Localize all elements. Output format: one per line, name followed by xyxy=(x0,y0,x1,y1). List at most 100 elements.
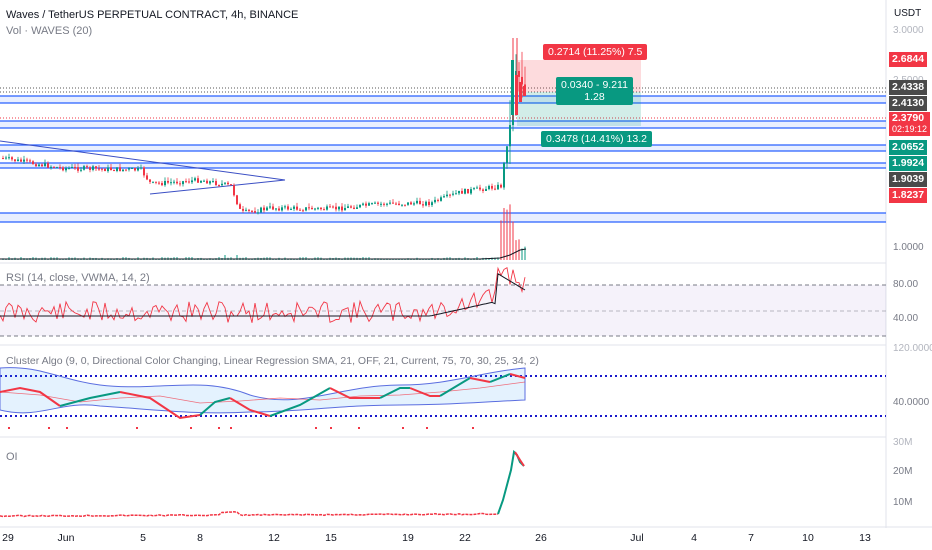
candle xyxy=(254,211,256,213)
volume-bar xyxy=(524,246,526,260)
volume-bar xyxy=(494,257,496,260)
cluster-dot xyxy=(190,427,192,429)
candle xyxy=(473,188,475,190)
candle xyxy=(155,181,157,183)
currency-label[interactable]: USDT xyxy=(894,8,922,19)
candle xyxy=(458,190,460,194)
candle xyxy=(407,202,409,205)
position-entry-line2: 1.28 xyxy=(584,91,605,103)
candle xyxy=(308,207,310,209)
candle xyxy=(284,206,286,208)
candle xyxy=(140,167,142,169)
candle xyxy=(233,185,235,196)
candle xyxy=(317,207,319,209)
candle xyxy=(65,168,67,171)
x-label-7: 22 xyxy=(459,532,471,544)
sr-zone-0 xyxy=(0,96,886,103)
cluster-dot xyxy=(358,427,360,429)
volume-bar xyxy=(506,209,508,260)
cluster-dot xyxy=(66,427,68,429)
x-label-11: 7 xyxy=(748,532,754,544)
candle xyxy=(47,163,49,168)
candle xyxy=(449,194,451,196)
price-badge-current: 2.3790 02:19:12 xyxy=(889,112,931,136)
oi-axis-top: 30M xyxy=(893,437,913,448)
position-entry-label[interactable]: 0.0340 - 9.211 1.28 xyxy=(556,77,633,105)
candle xyxy=(26,159,28,161)
x-label-13: 13 xyxy=(859,532,871,544)
candle xyxy=(296,206,298,210)
position-target-label[interactable]: 0.2714 (11.25%) 7.5 xyxy=(543,44,648,60)
candle xyxy=(500,184,502,188)
candle xyxy=(50,166,52,168)
rsi-indicator-label[interactable]: RSI (14, close, VWMA, 14, 2) xyxy=(6,272,150,284)
candle xyxy=(11,157,13,160)
candle xyxy=(206,180,208,184)
candle xyxy=(437,199,439,201)
candle xyxy=(272,206,274,210)
x-label-0: 29 xyxy=(2,532,14,544)
position-stop-label[interactable]: 0.3478 (14.41%) 13.2 xyxy=(541,131,652,147)
candle xyxy=(92,166,94,170)
cluster-band xyxy=(0,367,526,414)
candle xyxy=(203,180,205,182)
x-label-1: Jun xyxy=(57,532,75,544)
candle xyxy=(326,206,328,210)
trendline-upper xyxy=(0,140,286,181)
candle xyxy=(257,212,259,214)
cluster-dot xyxy=(8,427,10,429)
candle xyxy=(113,170,115,172)
cluster-axis-upper: 120.0000 xyxy=(893,343,932,354)
spike-candle xyxy=(519,82,522,102)
candle xyxy=(161,183,163,186)
candle xyxy=(167,180,169,183)
candle xyxy=(467,188,469,194)
candle xyxy=(128,168,130,170)
volume-bar xyxy=(500,220,502,260)
cluster-signal xyxy=(439,377,471,397)
x-label-8: 26 xyxy=(535,532,547,544)
price-badge-zone-4: 1.8237 xyxy=(889,188,928,203)
candle xyxy=(152,181,154,183)
rsi-axis-lower: 40.00 xyxy=(893,313,919,324)
candle xyxy=(305,207,307,211)
price-badge-zone-top: 2.4130 xyxy=(889,96,928,111)
candle xyxy=(416,200,418,204)
candle xyxy=(200,180,202,183)
cluster-dot xyxy=(230,427,232,429)
volume-indicator-label[interactable]: Vol · WAVES (20) xyxy=(6,25,93,37)
spike-candle xyxy=(523,86,526,96)
symbol-title[interactable]: Waves / TetherUS PERPETUAL CONTRACT, 4h,… xyxy=(6,9,299,21)
cluster-dot xyxy=(315,427,317,429)
candle xyxy=(107,167,109,172)
candle xyxy=(341,206,343,211)
candle xyxy=(104,168,106,172)
spike-candle xyxy=(511,60,514,115)
volume-bar xyxy=(236,255,238,260)
candle xyxy=(269,206,271,208)
candle xyxy=(143,167,145,176)
cluster-indicator-label[interactable]: Cluster Algo (9, 0, Directional Color Ch… xyxy=(6,355,539,367)
candle xyxy=(275,208,277,210)
candle xyxy=(386,203,388,205)
candle xyxy=(338,206,340,210)
candle xyxy=(227,182,229,185)
sr-zone-4 xyxy=(0,213,886,222)
oi-indicator-label[interactable]: OI xyxy=(6,451,18,463)
candle xyxy=(2,158,4,159)
candle xyxy=(80,169,82,171)
candle xyxy=(95,166,97,169)
candle xyxy=(221,183,223,186)
candle xyxy=(68,167,70,169)
price-badge-last-high: 2.4338 xyxy=(889,80,928,95)
candle xyxy=(329,206,331,208)
cluster-signal xyxy=(59,391,121,407)
candle xyxy=(332,206,334,208)
sr-zone-3 xyxy=(0,163,886,168)
candle xyxy=(260,207,262,213)
candle xyxy=(398,203,400,206)
cluster-signal xyxy=(489,373,511,383)
cluster-dot xyxy=(472,427,474,429)
candle xyxy=(29,160,31,162)
candle xyxy=(44,163,46,167)
